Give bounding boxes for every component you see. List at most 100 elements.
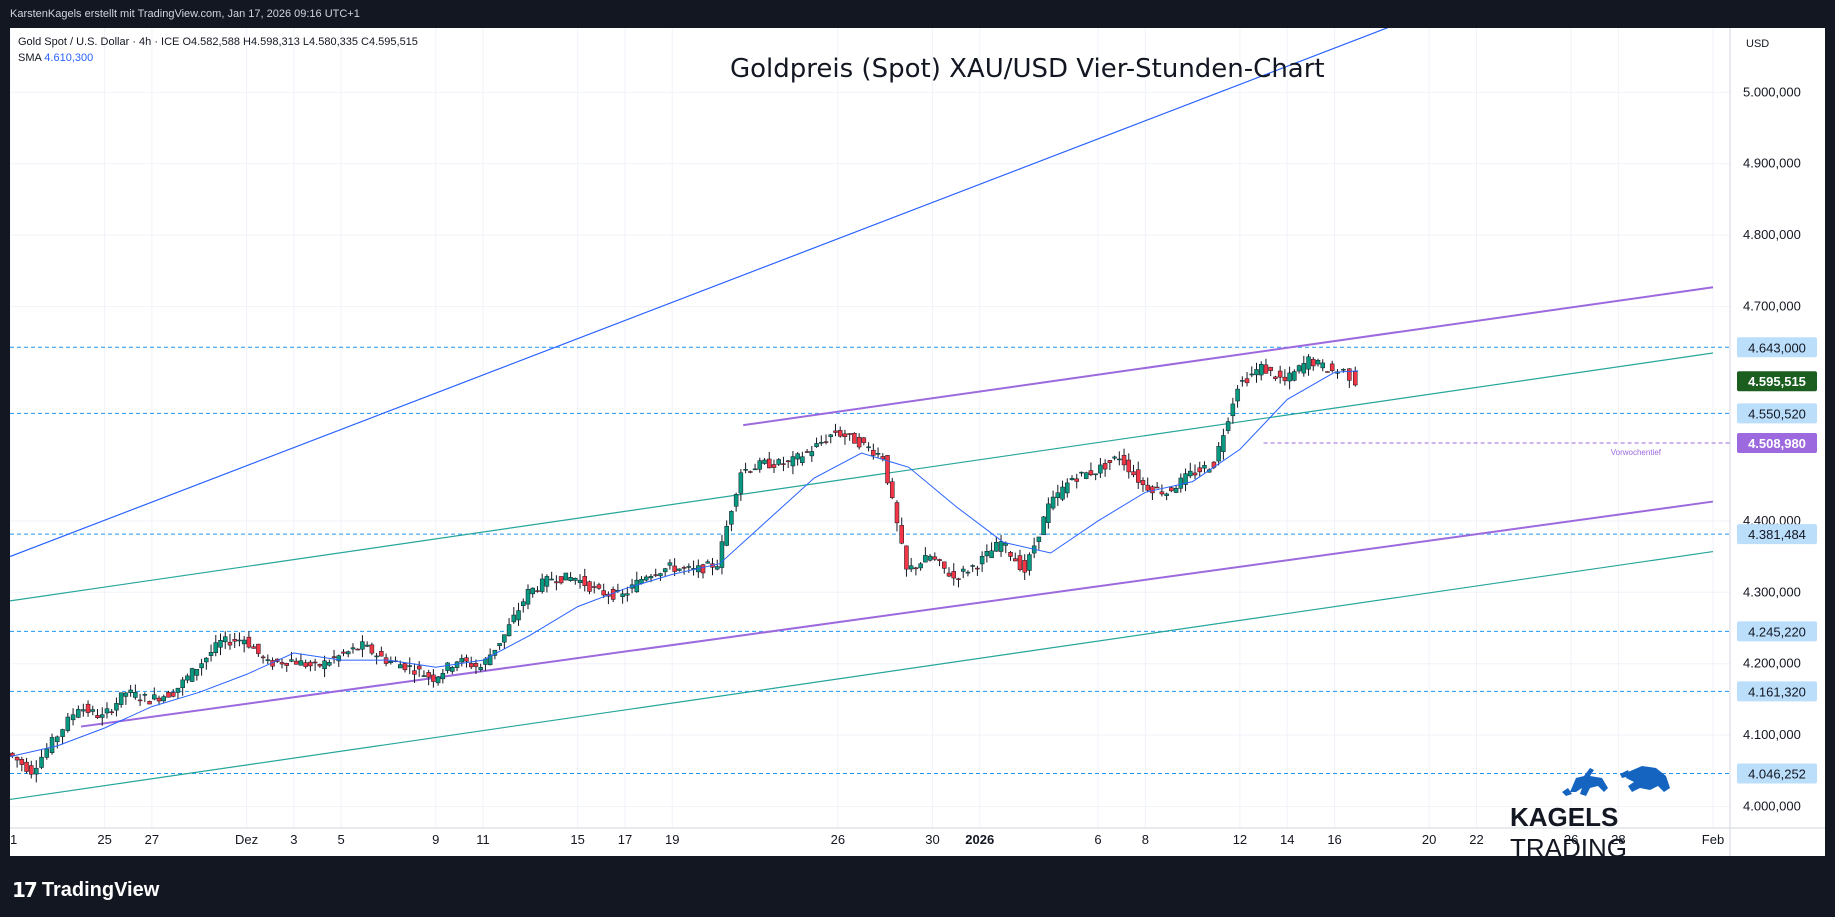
candle-body — [620, 593, 625, 597]
candle-body — [757, 460, 763, 470]
candle-body — [440, 673, 446, 680]
candle-body — [227, 641, 233, 646]
sma-line — [10, 370, 1359, 758]
candle-body — [1320, 362, 1325, 369]
candle-body — [118, 692, 124, 705]
symbol-line[interactable]: Gold Spot / U.S. Dollar · 4h · ICE O4.58… — [18, 36, 418, 48]
sma-value: 4.610,300 — [44, 52, 94, 64]
price-tick-label: 4.100,000 — [1743, 727, 1801, 742]
candle-body — [1202, 465, 1207, 469]
candle-body — [1249, 373, 1255, 376]
candle-body — [785, 460, 791, 463]
candle-body — [748, 471, 753, 473]
candle-body — [222, 636, 228, 643]
candle-body — [577, 579, 583, 583]
time-tick-label: 19 — [665, 832, 679, 847]
candle-body — [60, 729, 65, 737]
sma-label[interactable]: SMA — [18, 52, 42, 64]
candle-body — [133, 691, 138, 698]
candle-body — [435, 676, 441, 684]
candle-body — [175, 687, 181, 693]
candle-body — [1003, 543, 1009, 546]
candle-body — [885, 455, 890, 484]
time-tick-label: 2026 — [965, 832, 994, 847]
tradingview-logo[interactable]: 17 TradingView — [12, 878, 159, 902]
candle-body — [402, 662, 408, 671]
candle-body — [511, 614, 517, 623]
candle-body — [137, 699, 143, 702]
candle-body — [237, 639, 242, 642]
candle-body — [762, 459, 767, 464]
candle-body — [1107, 460, 1113, 463]
bull-icon — [1562, 768, 1608, 796]
candle-body — [591, 586, 597, 588]
candle-body — [345, 651, 351, 655]
time-tick-label: 5 — [338, 832, 345, 847]
time-tick-label: 27 — [145, 832, 159, 847]
candle-body — [355, 648, 360, 651]
candle-body — [539, 578, 545, 592]
candle-body — [1341, 369, 1346, 371]
candle-body — [1254, 369, 1259, 376]
candle-body — [1282, 376, 1288, 382]
candle-body — [568, 577, 573, 581]
candle-body — [506, 624, 512, 637]
candle-body — [55, 736, 60, 743]
candle-body — [837, 430, 843, 437]
trendline-mid-teal — [10, 352, 1714, 602]
candle-body — [667, 562, 673, 566]
candle-body — [733, 494, 739, 507]
tradingview-logo-text: TradingView — [41, 878, 160, 901]
time-tick-label: 21 — [10, 832, 17, 847]
candle-body — [1164, 493, 1169, 496]
candle-body — [445, 662, 450, 671]
candle-body — [170, 692, 176, 697]
candle-body — [719, 541, 725, 568]
candle-body — [90, 709, 96, 712]
candle-body — [293, 660, 299, 665]
candle-body — [814, 443, 819, 447]
level-price-tag — [1737, 337, 1817, 358]
time-tick-label: 3 — [290, 832, 297, 847]
candle-body — [1131, 471, 1136, 476]
last-price-label: 4.595,515 — [1748, 374, 1806, 389]
level-price-tag — [1737, 621, 1817, 642]
candle-body — [767, 458, 772, 469]
level-price-label: 4.508,980 — [1748, 436, 1806, 451]
candle-body — [804, 451, 810, 453]
candle-body — [194, 668, 200, 676]
candle-body — [336, 655, 342, 662]
candle-body — [1150, 486, 1155, 494]
time-tick-label: 12 — [1233, 832, 1247, 847]
attribution-bar: KarstenKagels erstellt mit TradingView.c… — [0, 0, 1835, 28]
candle-body — [29, 765, 34, 775]
candle-body — [847, 433, 852, 435]
candle-body — [889, 481, 895, 498]
level-annotation: Vorwochentief — [1611, 448, 1662, 457]
level-price-tag — [1737, 681, 1817, 702]
price-tick-label: 4.000,000 — [1743, 799, 1801, 814]
candle-body — [842, 433, 848, 438]
candle-body — [913, 567, 919, 570]
candle-body — [487, 654, 493, 666]
candle-body — [1258, 364, 1264, 376]
candle-body — [544, 576, 550, 587]
candle-body — [601, 590, 606, 596]
chart-svg[interactable]: Vorwochentief 4.000,000 4.100,000 4.200,000… — [10, 28, 1825, 856]
time-tick-label: 20 — [1422, 832, 1436, 847]
candle-body — [1098, 464, 1103, 474]
candle-body — [1083, 472, 1089, 479]
candle-body — [70, 714, 76, 721]
candle-body — [681, 567, 687, 569]
candle-body — [823, 441, 829, 443]
chart-area[interactable]: Vorwochentief 4.000,000 4.100,000 4.200,000… — [10, 28, 1825, 863]
candle-body — [596, 584, 602, 589]
candle-body — [180, 679, 185, 689]
candle-body — [828, 434, 834, 437]
candle-body — [573, 578, 578, 581]
candle-body — [1008, 552, 1013, 557]
candle-body — [407, 665, 412, 667]
candle-body — [232, 639, 237, 642]
candle-body — [327, 662, 332, 666]
price-tick-label: 4.900,000 — [1743, 156, 1801, 171]
